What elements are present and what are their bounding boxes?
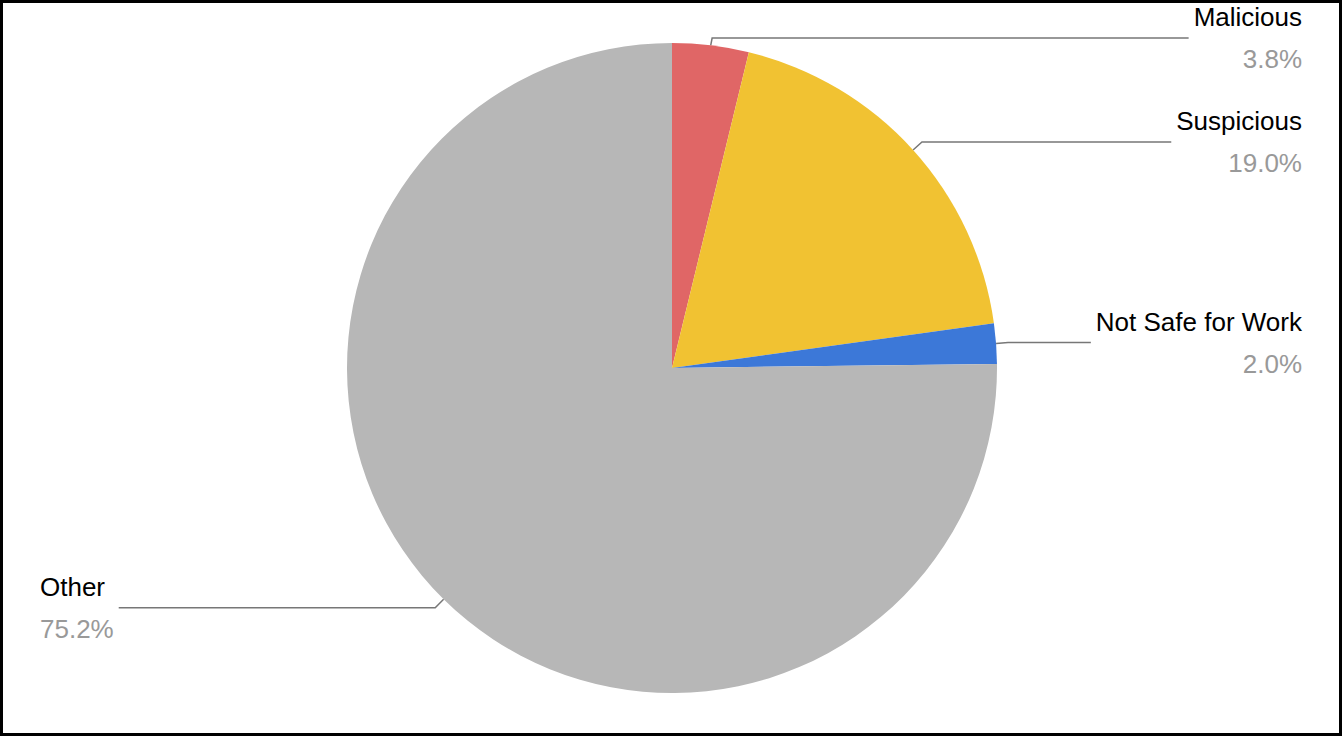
svg-text:Suspicious: Suspicious (1176, 106, 1302, 136)
svg-text:75.2%: 75.2% (40, 614, 114, 644)
svg-text:Not Safe for Work: Not Safe for Work (1096, 307, 1303, 337)
svg-text:Other: Other (40, 572, 105, 602)
svg-text:Malicious: Malicious (1194, 3, 1302, 32)
svg-text:3.8%: 3.8% (1243, 44, 1302, 74)
svg-text:19.0%: 19.0% (1228, 148, 1302, 178)
svg-text:2.0%: 2.0% (1243, 349, 1302, 379)
